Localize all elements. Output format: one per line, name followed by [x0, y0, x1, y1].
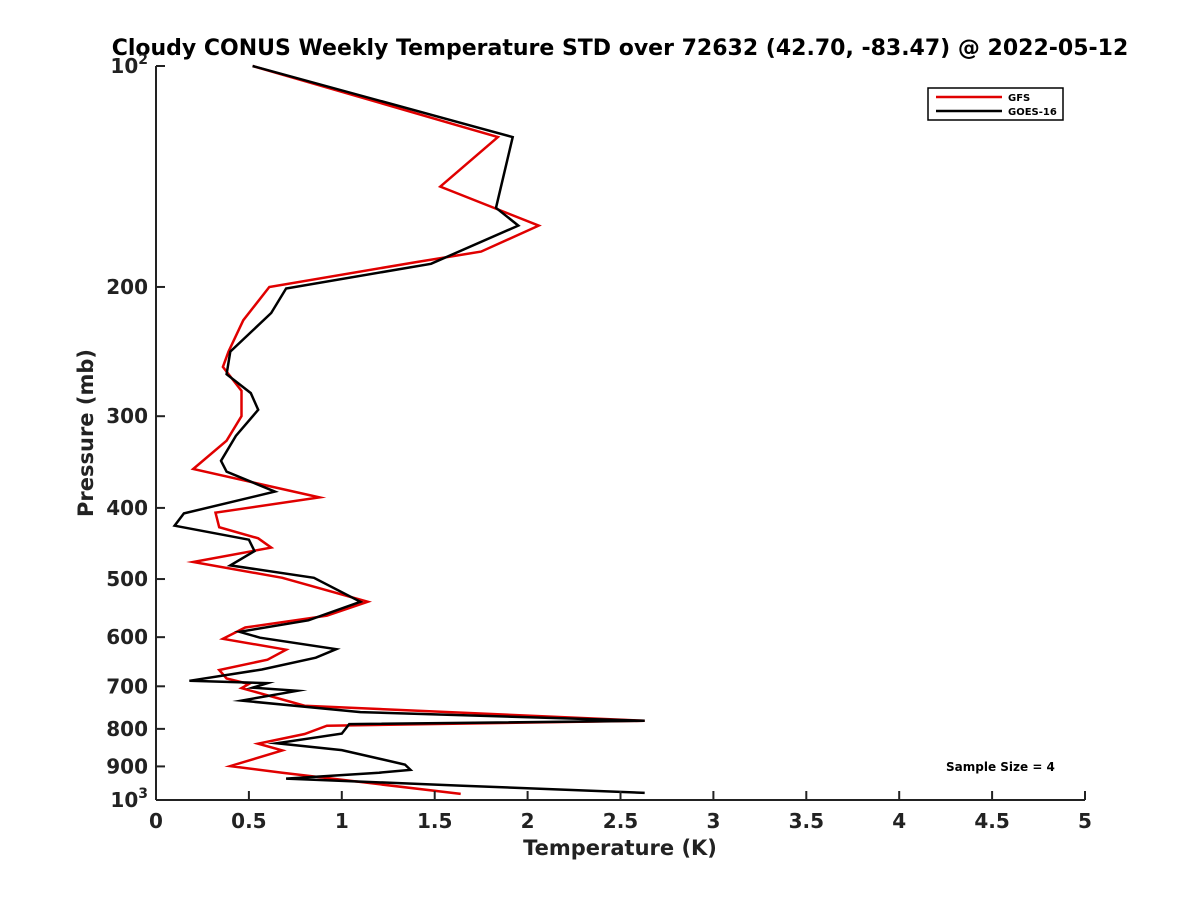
y-tick-label: 400 [106, 496, 148, 520]
y-axis-label: Pressure (mb) [74, 349, 98, 517]
y-tick-label: 500 [106, 567, 148, 591]
y-tick-label: 900 [106, 754, 148, 778]
x-tick-label: 5 [1078, 809, 1092, 833]
sample-size-annotation: Sample Size = 4 [946, 760, 1055, 774]
x-tick-label: 1.5 [417, 809, 452, 833]
plot-lines [172, 64, 645, 796]
y-tick-label: 103 [110, 786, 148, 812]
legend: GFS GOES-16 [927, 87, 1064, 121]
x-ticks: 0 0.5 1 1.5 2 2.5 3 3.5 4 4.5 5 [149, 791, 1092, 833]
x-tick-label: 2.5 [603, 809, 638, 833]
x-axis-label: Temperature (K) [523, 836, 717, 860]
y-tick-label: 600 [106, 625, 148, 649]
y-tick-label: 300 [106, 404, 148, 428]
x-tick-label: 1 [335, 809, 349, 833]
x-tick-label: 4.5 [974, 809, 1009, 833]
x-tick-label: 3 [706, 809, 720, 833]
y-tick-label: 800 [106, 717, 148, 741]
y-tick-label: 102 [110, 52, 148, 78]
x-tick-label: 0.5 [231, 809, 266, 833]
x-tick-label: 4 [892, 809, 906, 833]
legend-label-gfs: GFS [1008, 93, 1030, 104]
chart-title: Cloudy CONUS Weekly Temperature STD over… [112, 36, 1129, 61]
y-tick-label: 700 [106, 674, 148, 698]
legend-box [927, 87, 1064, 121]
y-tick-label: 200 [106, 275, 148, 299]
y-ticks: 102 200 300 400 500 600 700 800 900 103 [106, 52, 165, 812]
x-tick-label: 2 [521, 809, 535, 833]
x-tick-label: 0 [149, 809, 163, 833]
series-line-goes16 [172, 64, 645, 795]
x-tick-label: 3.5 [789, 809, 824, 833]
legend-label-goes16: GOES-16 [1008, 107, 1057, 118]
